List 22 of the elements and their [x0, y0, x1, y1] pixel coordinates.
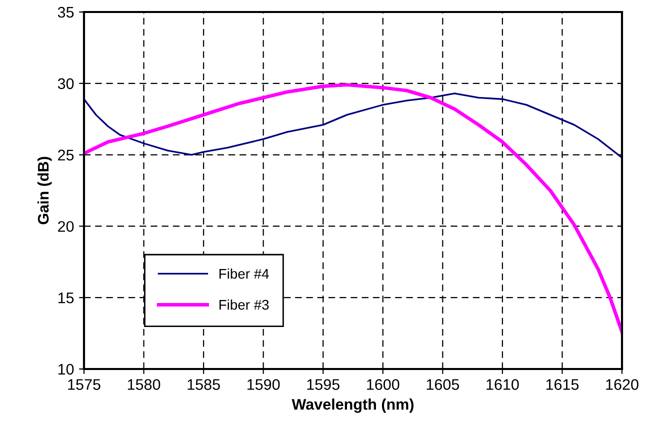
line-series: [84, 92, 622, 158]
line-series: [84, 83, 622, 334]
x-tick-label: 1600: [367, 379, 400, 390]
y-tick-label: 25: [58, 150, 74, 160]
y-tick-label: 20: [58, 221, 74, 232]
x-tick-label: 1580: [128, 379, 160, 390]
x-tick-label: 1605: [426, 379, 460, 390]
legend-label: Fiber #3: [219, 300, 269, 310]
legend-label: Fiber #4: [219, 268, 269, 279]
y-tick-label: 35: [58, 6, 74, 18]
x-tick-label: 1620: [606, 379, 638, 390]
x-axis-title: Wavelength (nm): [292, 398, 414, 413]
y-tick-label: 10: [58, 364, 74, 375]
x-tick-label: 1595: [307, 379, 340, 390]
x-tick-label: 1585: [188, 379, 220, 390]
x-tick-label: 1575: [68, 379, 100, 390]
y-axis-title: Gain (dB): [37, 156, 52, 224]
x-tick-label: 1590: [248, 379, 280, 390]
x-tick-label: 1615: [546, 379, 579, 390]
x-tick-label: 1610: [486, 379, 519, 390]
y-tick-label: 15: [58, 292, 74, 304]
y-tick-label: 30: [58, 78, 74, 90]
